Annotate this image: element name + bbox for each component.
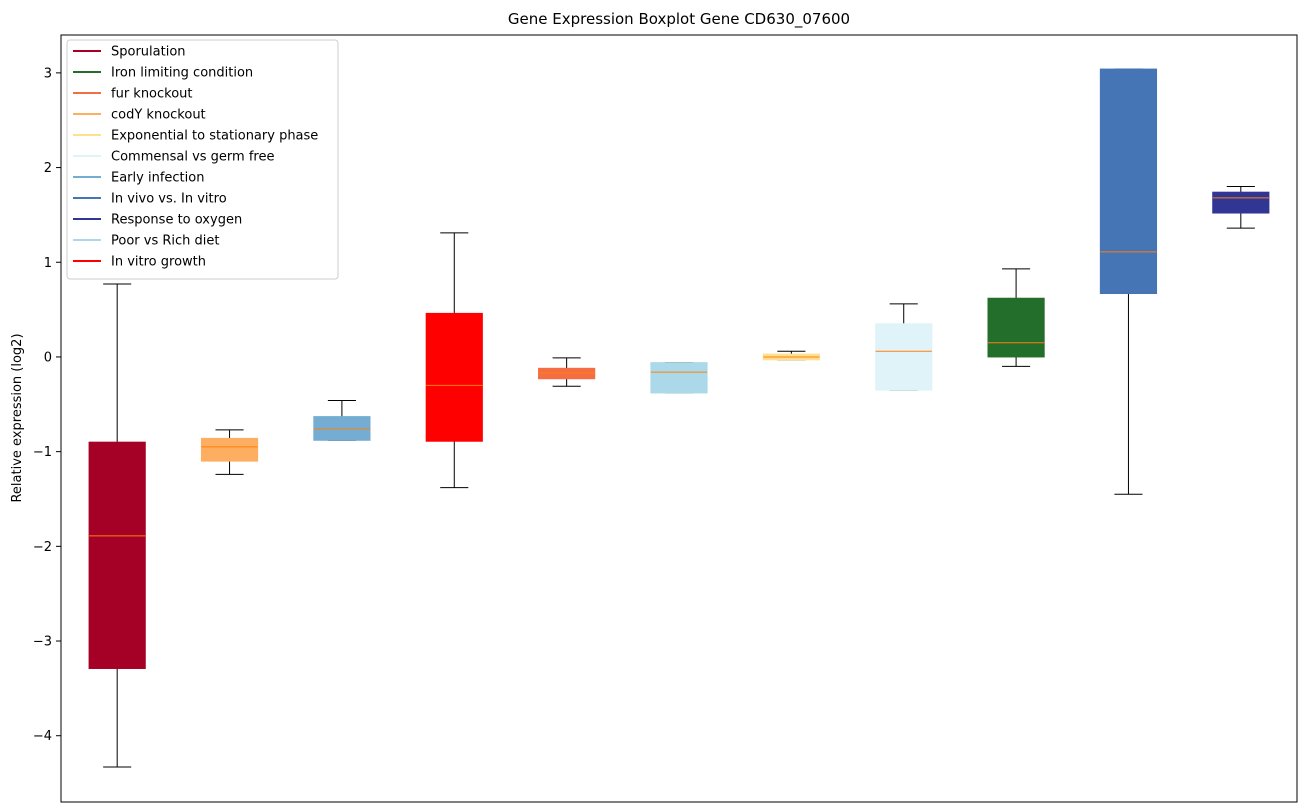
y-tick-label: 2 [44, 161, 52, 176]
box [1099, 68, 1158, 295]
legend-label: Sporulation [111, 45, 186, 60]
box-group [200, 429, 259, 475]
legend-label: In vivo vs. In vitro [111, 192, 227, 207]
plot-area [88, 68, 1270, 768]
legend-label: Early infection [111, 171, 204, 186]
y-tick-label: 1 [44, 256, 52, 271]
legend-item: Iron limiting condition [73, 66, 253, 81]
y-tick-label: −3 [33, 635, 52, 650]
box-group [762, 350, 820, 361]
y-tick-label: 0 [44, 350, 52, 365]
y-axis-label: Relative expression (log2) [10, 333, 25, 502]
legend-item: Poor vs Rich diet [73, 234, 219, 249]
y-tick-label: −2 [33, 540, 52, 555]
box-group [538, 357, 596, 387]
legend-label: Commensal vs germ free [111, 150, 274, 165]
box-group [88, 283, 146, 768]
legend-item: In vitro growth [73, 255, 206, 270]
legend-label: Iron limiting condition [111, 66, 253, 81]
legend-label: Poor vs Rich diet [111, 234, 219, 249]
box-group [1099, 68, 1158, 495]
box-group [987, 268, 1045, 367]
y-tick-label: 3 [44, 66, 52, 81]
legend-label: codY knockout [111, 108, 206, 123]
plot-frame [60, 34, 1298, 803]
box [650, 362, 708, 394]
box [200, 437, 259, 462]
legend-item: Early infection [73, 171, 204, 186]
legend-frame [66, 39, 339, 280]
box-group [1212, 186, 1270, 229]
y-axis: −4 −3 −2 −1 0 1 2 3 [33, 66, 61, 744]
box [88, 441, 146, 669]
box [987, 297, 1045, 358]
legend-item: Exponential to stationary phase [73, 129, 318, 144]
y-tick-label: −1 [33, 445, 52, 460]
legend-label: Response to oxygen [111, 213, 242, 228]
chart-title: Gene Expression Boxplot Gene CD630_07600 [508, 10, 850, 29]
legend-item: Response to oxygen [73, 213, 242, 228]
legend-label: fur knockout [111, 87, 193, 102]
box [425, 312, 483, 442]
box-group [650, 362, 708, 394]
legend: Sporulation Iron limiting condition fur kn… [66, 39, 339, 280]
legend-item: Commensal vs germ free [73, 150, 274, 165]
box [875, 323, 933, 391]
legend-item: codY knockout [73, 108, 206, 123]
legend-item: In vivo vs. In vitro [73, 192, 227, 207]
box-group [875, 303, 933, 391]
y-tick-label: −4 [33, 729, 52, 744]
box-group [425, 232, 483, 489]
legend-label: Exponential to stationary phase [111, 129, 318, 144]
legend-item: Sporulation [73, 45, 186, 60]
legend-label: In vitro growth [111, 255, 206, 270]
box [1212, 191, 1270, 214]
box-group [313, 400, 371, 441]
legend-item: fur knockout [73, 87, 193, 102]
